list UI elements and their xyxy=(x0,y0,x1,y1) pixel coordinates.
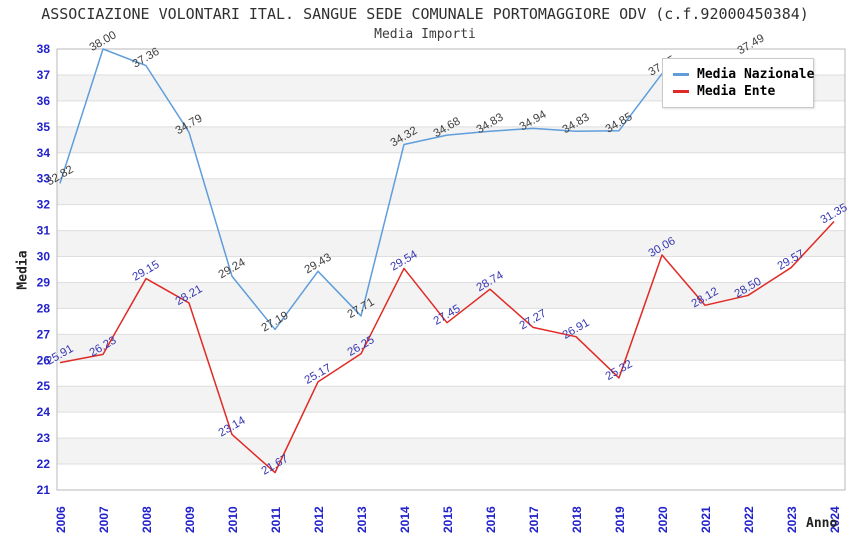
y-tick-label: 32 xyxy=(37,198,51,212)
x-tick-label: 2013 xyxy=(355,506,369,533)
y-tick-label: 27 xyxy=(37,327,51,341)
plot-band xyxy=(57,230,845,257)
chart-title: ASSOCIAZIONE VOLONTARI ITAL. SANGUE SEDE… xyxy=(41,5,809,23)
y-tick-label: 34 xyxy=(37,146,51,160)
data-label: 27.19 xyxy=(260,310,291,335)
x-axis-title: Anno xyxy=(806,516,838,531)
x-tick-label: 2009 xyxy=(183,506,197,533)
plot-band xyxy=(57,282,845,309)
y-tick-label: 21 xyxy=(37,483,51,497)
x-tick-label: 2017 xyxy=(527,506,541,533)
legend: Media Nazionale Media Ente xyxy=(662,58,814,108)
y-tick-label: 25 xyxy=(37,379,51,393)
y-tick-label: 38 xyxy=(37,42,51,56)
x-tick-label: 2012 xyxy=(312,506,326,533)
y-tick-label: 23 xyxy=(37,431,51,445)
y-axis-title: Media xyxy=(15,250,31,290)
x-tick-label: 2020 xyxy=(656,506,670,533)
legend-item: Media Nazionale xyxy=(673,67,814,82)
chart-subtitle: Media Importi xyxy=(374,27,476,42)
y-tick-label: 24 xyxy=(37,405,51,419)
x-tick-label: 2024 xyxy=(828,506,842,533)
y-tick-label: 33 xyxy=(37,172,51,186)
plot-band xyxy=(57,438,845,465)
x-tick-label: 2018 xyxy=(570,506,584,533)
x-tick-label: 2022 xyxy=(742,506,756,533)
x-tick-label: 2023 xyxy=(785,506,799,533)
legend-swatch-media-ente xyxy=(673,90,689,93)
x-tick-label: 2015 xyxy=(441,506,455,533)
y-tick-label: 26 xyxy=(37,353,51,367)
x-tick-label: 2008 xyxy=(140,506,154,533)
x-tick-label: 2016 xyxy=(484,506,498,533)
x-tick-label: 2007 xyxy=(97,506,111,533)
plot-band xyxy=(57,178,845,205)
y-tick-label: 31 xyxy=(37,224,51,238)
y-tick-label: 36 xyxy=(37,94,51,108)
plot-band xyxy=(57,386,845,413)
legend-label: Media Nazionale xyxy=(697,67,815,82)
y-tick-label: 35 xyxy=(37,120,51,134)
x-tick-label: 2019 xyxy=(613,506,627,533)
x-tick-label: 2021 xyxy=(699,506,713,533)
legend-swatch-media-nazionale xyxy=(673,73,689,76)
plot-band xyxy=(57,334,845,361)
x-tick-label: 2011 xyxy=(269,507,283,533)
legend-item: Media Ente xyxy=(673,84,807,99)
series-line-media-ente xyxy=(59,220,835,474)
plot-border xyxy=(56,48,846,491)
series-line-media-nazionale xyxy=(59,48,706,331)
y-tick-label: 30 xyxy=(37,250,51,264)
x-tick-label: 2014 xyxy=(398,506,412,533)
data-label: 37.49 xyxy=(736,32,767,57)
data-label: 25.32 xyxy=(604,358,635,383)
x-tick-label: 2010 xyxy=(226,506,240,533)
legend-label: Media Ente xyxy=(697,84,776,99)
x-tick-label: 2006 xyxy=(54,506,68,533)
y-tick-label: 29 xyxy=(37,275,51,289)
y-tick-label: 37 xyxy=(37,68,51,82)
data-label: 27.27 xyxy=(518,308,549,333)
y-tick-label: 22 xyxy=(37,457,51,471)
y-tick-label: 28 xyxy=(37,301,51,315)
